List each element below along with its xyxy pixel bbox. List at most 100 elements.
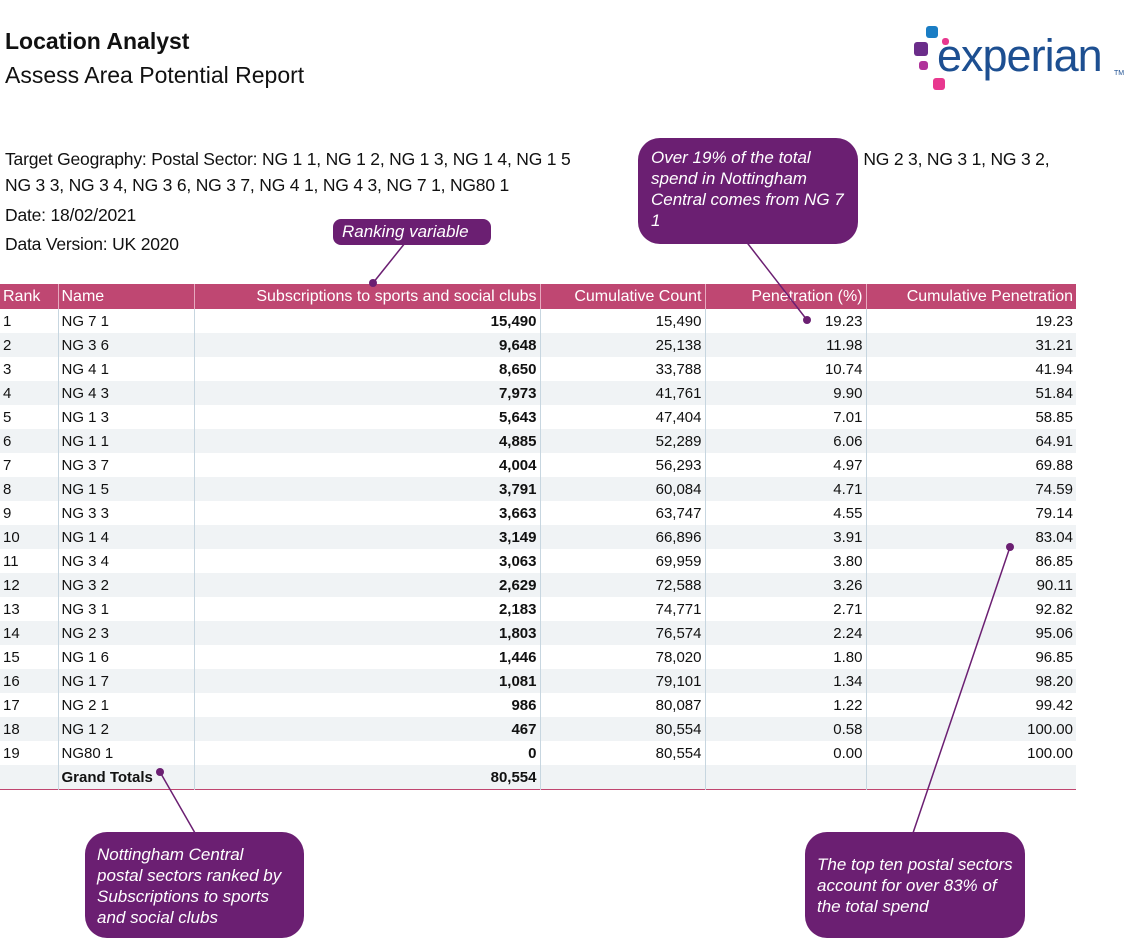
table-row: 7 NG 3 7 4,004 56,293 4.97 69.88 — [0, 453, 1076, 477]
col-subscriptions[interactable]: Subscriptions to sports and social clubs — [193, 284, 540, 309]
name-cell: NG 7 1 — [57, 309, 194, 333]
cumulative-penetration-cell: 31.21 — [865, 333, 1076, 357]
cumulative-count-cell: 52,289 — [539, 429, 705, 453]
penetration-cell: 1.34 — [704, 669, 866, 693]
rank-cell: 5 — [3, 408, 12, 426]
table-row: 3 NG 4 1 8,650 33,788 10.74 41.94 — [0, 357, 1076, 381]
table-row: 6 NG 1 1 4,885 52,289 6.06 64.91 — [0, 429, 1076, 453]
cumulative-count-cell: 78,020 — [539, 645, 705, 669]
cumulative-count-cell: 74,771 — [539, 597, 705, 621]
rank-cell: 15 — [3, 648, 20, 666]
cumulative-penetration-cell: 99.42 — [865, 693, 1076, 717]
penetration-cell: 4.97 — [704, 453, 866, 477]
callout-ranked-sectors: Nottingham Central postal sectors ranked… — [85, 832, 304, 938]
cumulative-penetration-cell: 96.85 — [865, 645, 1076, 669]
rank-cell: 6 — [0, 429, 58, 453]
rank-cell: 11 — [3, 552, 19, 570]
rank-cell: 10 — [0, 525, 58, 549]
subscriptions-cell: 0 — [193, 741, 540, 765]
cumulative-penetration-cell: 41.94 — [865, 357, 1076, 381]
cumulative-penetration-cell: 79.14 — [865, 501, 1076, 525]
name-cell: NG 3 7 — [57, 453, 194, 477]
rank-cell: 12 — [0, 573, 58, 597]
penetration-cell: 1.22 — [704, 693, 866, 717]
report-date: Date: 18/02/2021 — [5, 205, 137, 225]
rank-cell: 13 — [3, 600, 20, 618]
cumulative-count-cell: 80,554 — [539, 741, 705, 765]
col-cumulative-penetration[interactable]: Cumulative Penetration — [865, 284, 1076, 309]
callout-top-ten: The top ten postal sectors account for o… — [805, 832, 1025, 938]
col-cumulative-count[interactable]: Cumulative Count — [539, 284, 705, 309]
cumulative-count-cell: 79,101 — [539, 669, 705, 693]
subscriptions-cell: 9,648 — [193, 333, 540, 357]
subscriptions-cell: 7,973 — [193, 381, 540, 405]
cumulative-penetration-cell: 90.11 — [865, 573, 1076, 597]
cumulative-count-cell: 69,959 — [539, 549, 705, 573]
name-cell: NG 1 7 — [57, 669, 194, 693]
target-geography-line1: Target Geography: Postal Sector: NG 1 1,… — [5, 149, 571, 169]
cumulative-penetration-cell: 100.00 — [865, 741, 1076, 765]
subscriptions-cell: 986 — [193, 693, 540, 717]
table-row: 2 NG 3 6 9,648 25,138 11.98 31.21 — [0, 333, 1076, 357]
cumulative-penetration-cell: 51.84 — [865, 381, 1076, 405]
cumulative-count-cell: 76,574 — [539, 621, 705, 645]
name-cell: NG 2 1 — [57, 693, 194, 717]
table-row: 16 NG 1 7 1,081 79,101 1.34 98.20 — [0, 669, 1076, 693]
col-penetration[interactable]: Penetration (%) — [704, 284, 866, 309]
ranking-table: Rank Name Subscriptions to sports and so… — [0, 284, 1076, 790]
subscriptions-cell: 3,663 — [193, 501, 540, 525]
name-cell: NG 1 6 — [57, 645, 194, 669]
callout-top-share: Over 19% of the total spend in Nottingha… — [638, 138, 858, 244]
rank-cell: 18 — [0, 717, 58, 741]
cumulative-count-cell: 66,896 — [539, 525, 705, 549]
rank-cell: 16 — [0, 669, 58, 693]
callout-ranking-variable: Ranking variable — [333, 219, 491, 245]
penetration-cell: 10.74 — [704, 357, 866, 381]
subscriptions-cell: 1,446 — [193, 645, 540, 669]
table-row: 9 NG 3 3 3,663 63,747 4.55 79.14 — [0, 501, 1076, 525]
table-row: 8 NG 1 5 3,791 60,084 4.71 74.59 — [0, 477, 1076, 501]
cumulative-count-cell: 63,747 — [539, 501, 705, 525]
cumulative-count-cell: 56,293 — [539, 453, 705, 477]
cumulative-penetration-cell: 69.88 — [865, 453, 1076, 477]
table-header-row: Rank Name Subscriptions to sports and so… — [0, 284, 1076, 309]
table-row: 10 NG 1 4 3,149 66,896 3.91 83.04 — [0, 525, 1076, 549]
subscriptions-cell: 1,803 — [193, 621, 540, 645]
name-cell: NG 3 3 — [57, 501, 194, 525]
penetration-cell: 3.26 — [704, 573, 866, 597]
subscriptions-cell: 4,004 — [193, 453, 540, 477]
target-geography-line1-cont: , NG 2 3, NG 3 1, NG 3 2, — [854, 149, 1050, 169]
col-name[interactable]: Name — [57, 284, 194, 309]
cumulative-penetration-cell: 100.00 — [865, 717, 1076, 741]
cumulative-count-cell: 60,084 — [539, 477, 705, 501]
penetration-cell: 3.91 — [704, 525, 866, 549]
report-app-title: Location Analyst — [5, 28, 190, 54]
table-row: 4 NG 4 3 7,973 41,761 9.90 51.84 — [0, 381, 1076, 405]
cumulative-penetration-cell: 86.85 — [865, 549, 1076, 573]
cumulative-count-cell: 72,588 — [539, 573, 705, 597]
name-cell: NG 3 4 — [57, 549, 194, 573]
col-rank[interactable]: Rank — [0, 284, 58, 309]
cumulative-count-cell: 33,788 — [539, 357, 705, 381]
report-title: Assess Area Potential Report — [5, 62, 305, 88]
name-cell: NG 1 4 — [57, 525, 194, 549]
table-row: 15 NG 1 6 1,446 78,020 1.80 96.85 — [0, 645, 1076, 669]
name-cell: NG 3 2 — [57, 573, 194, 597]
subscriptions-cell: 3,791 — [193, 477, 540, 501]
name-cell: NG 2 3 — [57, 621, 194, 645]
penetration-cell: 0.00 — [704, 741, 866, 765]
cumulative-count-cell: 47,404 — [539, 405, 705, 429]
cumulative-penetration-cell: 74.59 — [865, 477, 1076, 501]
table-row: 12 NG 3 2 2,629 72,588 3.26 90.11 — [0, 573, 1076, 597]
name-cell: NG 3 6 — [57, 333, 194, 357]
penetration-cell: 1.80 — [704, 645, 866, 669]
grand-totals-label: Grand Totals — [57, 765, 194, 790]
penetration-cell: 2.71 — [704, 597, 866, 621]
rank-cell: 2 — [0, 333, 58, 357]
penetration-cell: 2.24 — [704, 621, 866, 645]
penetration-cell: 0.58 — [704, 717, 866, 741]
cumulative-count-cell: 25,138 — [539, 333, 705, 357]
subscriptions-cell: 8,650 — [193, 357, 540, 381]
table-row: 5 NG 1 3 5,643 47,404 7.01 58.85 — [0, 405, 1076, 429]
table-row: 19 NG80 1 0 80,554 0.00 100.00 — [0, 741, 1076, 765]
